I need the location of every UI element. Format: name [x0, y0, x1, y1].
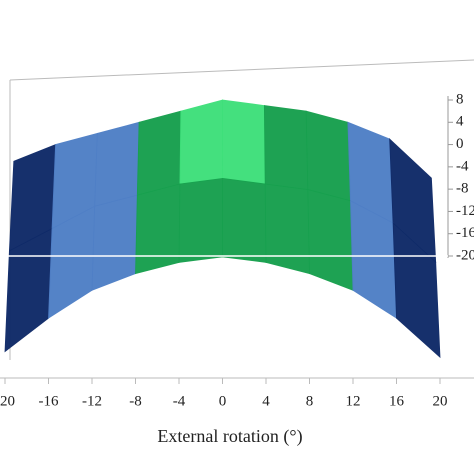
- surface-cell: [94, 121, 140, 207]
- z-tick-label: -8: [456, 181, 469, 197]
- surface-cell: [135, 183, 181, 275]
- surface-cell: [222, 177, 267, 263]
- z-tick-label: -12: [456, 203, 474, 219]
- x-tick-label: 0: [219, 393, 227, 409]
- x-tick-label: -4: [173, 393, 186, 409]
- x-tick-label: -16: [39, 393, 59, 409]
- x-tick-label: 12: [346, 393, 361, 409]
- x-axis-label: External rotation (°): [157, 426, 302, 447]
- x-tick-label: -8: [129, 393, 142, 409]
- z-tick-label: -4: [456, 158, 469, 174]
- surface-cell: [91, 194, 138, 291]
- z-tick-label: 8: [456, 91, 464, 107]
- z-tick-label: 4: [456, 114, 464, 130]
- surface-cell: [264, 183, 310, 275]
- x-tick-label: 8: [306, 393, 314, 409]
- x-tick-label: -20: [0, 393, 15, 409]
- z-tick-label: -20: [456, 247, 474, 263]
- x-tick-label: 16: [389, 393, 405, 409]
- z-tick-label: 0: [456, 136, 464, 152]
- surface-cell: [307, 189, 354, 291]
- frame-top: [9, 59, 474, 81]
- surface-cell: [305, 110, 351, 202]
- x-tick-label: 4: [262, 393, 270, 409]
- x-tick-label: -12: [82, 393, 102, 409]
- surface-cell: [136, 110, 182, 196]
- surface-cell: [178, 177, 223, 263]
- surface-cell: [263, 105, 309, 191]
- x-tick-label: 20: [433, 393, 448, 409]
- surface: [4, 99, 441, 359]
- surface-cell: [179, 99, 224, 185]
- surface-cell: [222, 99, 266, 185]
- z-tick-label: -16: [456, 225, 474, 241]
